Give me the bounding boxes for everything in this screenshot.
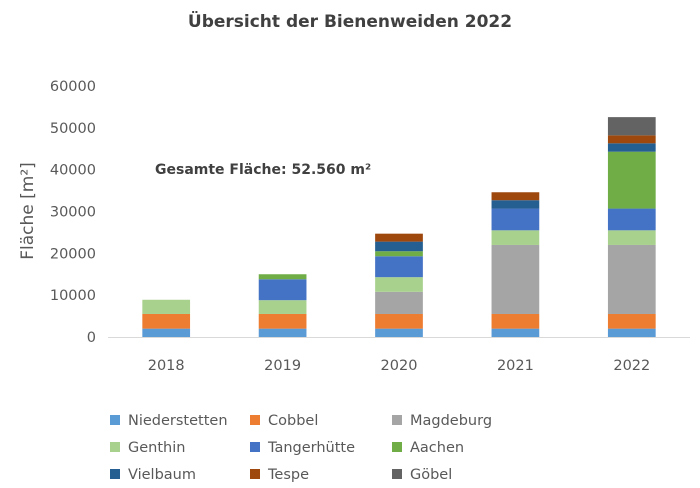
bar-segment	[491, 200, 540, 209]
bar-segment	[607, 117, 656, 136]
x-tick-label: 2022	[613, 358, 650, 374]
bar-segment	[491, 313, 540, 329]
y-axis-label: Fläche [m²]	[18, 162, 38, 260]
y-tick-label: 0	[87, 330, 96, 346]
legend-swatch	[110, 442, 120, 452]
bar-segment	[607, 208, 656, 231]
bar-segment	[375, 233, 423, 242]
bar-segment	[491, 230, 540, 245]
bar-segment	[491, 328, 540, 337]
y-tick-label: 30000	[50, 205, 96, 221]
bar-segment	[491, 208, 540, 231]
x-tick-label: 2020	[381, 358, 418, 374]
bar-segment	[375, 251, 423, 257]
x-tick-label: 2019	[264, 358, 301, 374]
bar-segment	[375, 328, 423, 337]
legend-label: Tangerhütte	[267, 440, 355, 456]
bar-segment	[258, 279, 307, 301]
bar-segment	[607, 230, 656, 245]
legend-label: Genthin	[128, 440, 185, 456]
legend: Niederstetten Cobbel Magdeburg Genthin Tange…	[110, 413, 492, 483]
bar-segment	[607, 151, 656, 209]
bar-segment	[142, 328, 191, 337]
legend-swatch	[392, 442, 402, 452]
bar-segment	[142, 313, 191, 329]
x-axis-ticks: 2018 2019 2020 2021 2022	[148, 358, 651, 374]
legend-swatch	[250, 415, 260, 425]
y-tick-label: 50000	[50, 121, 96, 137]
bar-segment	[607, 135, 656, 144]
legend-label: Göbel	[410, 467, 452, 483]
x-tick-label: 2018	[148, 358, 185, 374]
legend-swatch	[250, 442, 260, 452]
legend-swatch	[392, 469, 402, 479]
legend-label: Tespe	[267, 467, 309, 483]
bar-segment	[375, 277, 423, 292]
bar-segment	[375, 256, 423, 278]
bar-segment	[607, 313, 656, 329]
y-tick-label: 40000	[50, 163, 96, 179]
x-tick-label: 2021	[497, 358, 534, 374]
y-tick-label: 60000	[50, 79, 96, 95]
bar-segment	[258, 313, 307, 329]
bar-segment	[491, 244, 540, 314]
bar-segment	[375, 241, 423, 252]
legend-swatch	[110, 469, 120, 479]
bar-segment	[607, 143, 656, 152]
bar-segment	[375, 313, 423, 329]
legend-swatch	[250, 469, 260, 479]
total-area-annotation: Gesamte Fläche: 52.560 m²	[155, 162, 371, 178]
legend-swatch	[392, 415, 402, 425]
bar-segment	[607, 328, 656, 337]
bar-segment	[258, 328, 307, 337]
bar-segment	[375, 291, 423, 314]
legend-label: Cobbel	[268, 413, 318, 429]
bar-segment	[142, 299, 191, 314]
y-tick-label: 10000	[50, 288, 96, 304]
bar-segment	[607, 244, 656, 314]
legend-label: Aachen	[410, 440, 464, 456]
y-axis-ticks: 0 10000 20000 30000 40000 50000 60000	[50, 79, 96, 346]
legend-label: Vielbaum	[128, 467, 196, 483]
bars	[142, 117, 656, 337]
chart-title: Übersicht der Bienenweiden 2022	[188, 10, 512, 32]
y-tick-label: 20000	[50, 246, 96, 262]
bar-segment	[258, 274, 307, 280]
bar-segment	[258, 300, 307, 314]
legend-label: Magdeburg	[410, 413, 492, 429]
legend-label: Niederstetten	[128, 413, 228, 429]
legend-swatch	[110, 415, 120, 425]
bar-segment	[491, 192, 540, 201]
